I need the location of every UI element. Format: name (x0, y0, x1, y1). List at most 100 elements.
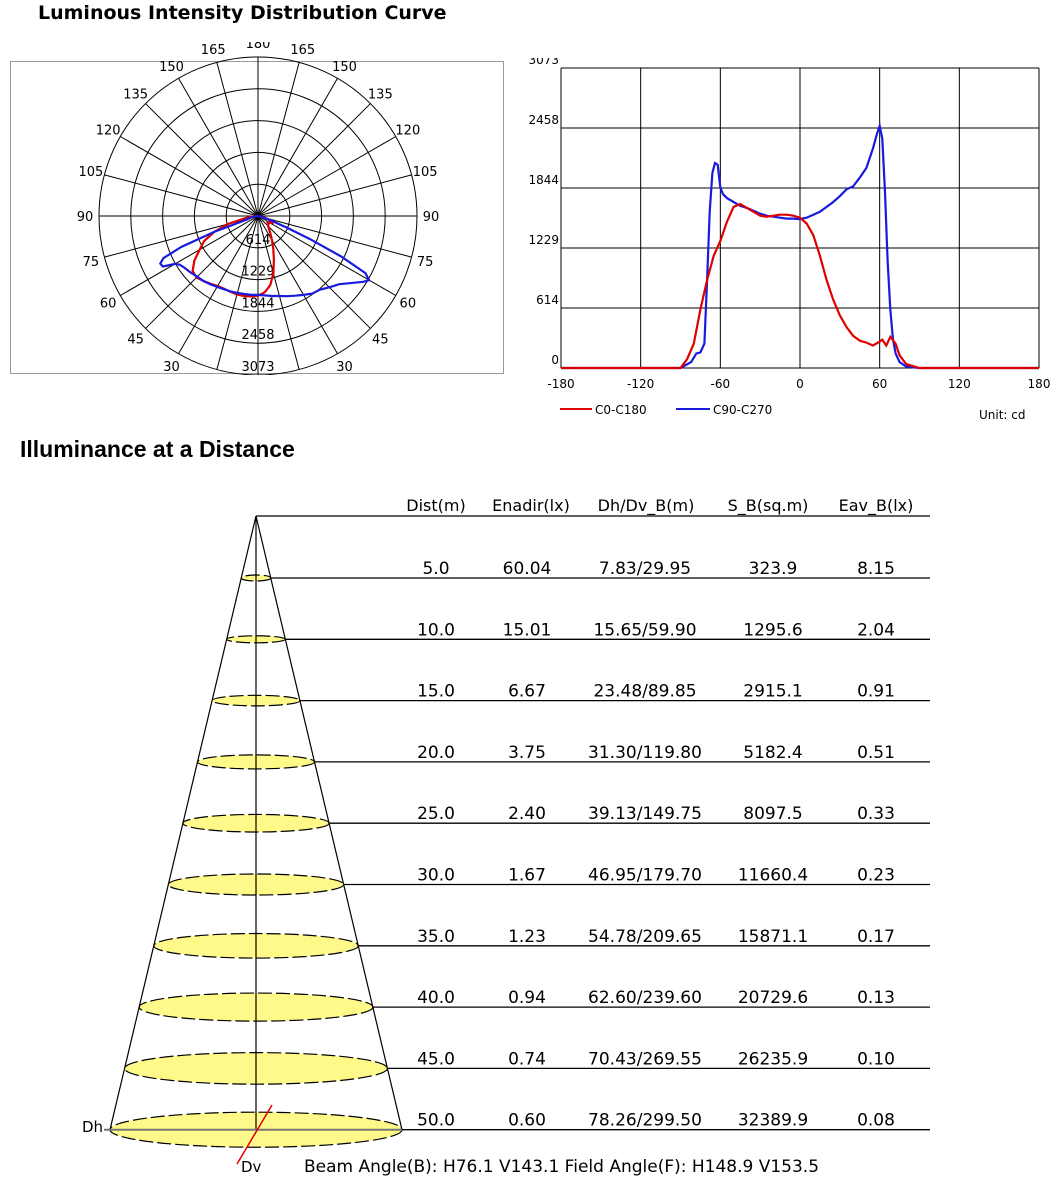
cart-x-tick: 60 (872, 377, 887, 391)
table-cell: 30.0 (417, 866, 455, 886)
polar-angle-label: 105 (78, 165, 103, 180)
polar-spoke (178, 78, 259, 217)
table-cell: 0.33 (857, 804, 895, 824)
table-cell: 0.23 (857, 866, 895, 886)
cart-series-c0 (561, 202, 1039, 370)
table-cell: 15871.1 (738, 927, 808, 947)
polar-angle-label: 165 (201, 43, 226, 58)
angle-footer: Beam Angle(B): H76.1 V143.1 Field Angle(… (304, 1157, 819, 1177)
polar-spoke (120, 136, 259, 217)
polar-radial-tick: 2458 (241, 328, 274, 343)
cart-y-tick: 2458 (528, 113, 559, 127)
cart-y-tick: 1229 (528, 233, 559, 247)
polar-angle-label: 105 (413, 165, 438, 180)
polar-spoke (257, 215, 371, 329)
table-cell: 0.08 (857, 1111, 895, 1131)
cartesian-chart: -180 -120 -60 0 60 120 180 0 614 1229 1844 2458 3073… (528, 58, 1051, 422)
table-cell: 8097.5 (743, 804, 802, 824)
polar-spoke (257, 103, 371, 217)
polar-spoke (178, 215, 259, 354)
polar-angle-label: 75 (417, 255, 434, 270)
table-cell: 2915.1 (743, 682, 802, 702)
lid-title: Luminous Intensity Distribution Curve (38, 2, 447, 24)
cart-y-tick: 3073 (528, 58, 559, 67)
table-header: S_B(sq.m) (728, 496, 809, 516)
table-cell: 60.04 (503, 559, 552, 579)
polar-angle-label: 45 (127, 332, 144, 347)
table-header: Dist(m) (406, 496, 465, 515)
polar-angle-label: 60 (100, 297, 117, 312)
polar-angle-label: 120 (96, 124, 121, 139)
table-cell: 8.15 (857, 559, 895, 579)
table-cell: 20729.6 (738, 988, 808, 1008)
cart-x-tick: 180 (1028, 377, 1051, 391)
polar-angle-label: 120 (395, 124, 420, 139)
polar-series-c90 (158, 214, 371, 298)
table-cell: 78.26/299.50 (588, 1111, 702, 1131)
dh-label: Dh (82, 1118, 103, 1136)
table-cell: 0.60 (508, 1111, 546, 1131)
polar-spoke (145, 103, 259, 217)
table-cell: 1.23 (508, 927, 546, 947)
table-header: Eav_B(lx) (839, 496, 914, 516)
table-cell: 0.13 (857, 988, 895, 1008)
table-cell: 6.67 (508, 682, 546, 702)
polar-spoke (145, 215, 259, 329)
polar-spoke (257, 174, 412, 217)
table-cell: 35.0 (417, 927, 455, 947)
table-cell: 0.17 (857, 927, 895, 947)
table-header: Enadir(lx) (492, 496, 570, 515)
polar-series-c0 (191, 214, 276, 298)
cart-x-tick: 120 (948, 377, 971, 391)
table-cell: 62.60/239.60 (588, 988, 702, 1008)
polar-spoke (257, 136, 396, 217)
table-cell: 0.91 (857, 682, 895, 702)
polar-angle-label: 165 (290, 43, 315, 58)
table-cell: 3.75 (508, 743, 546, 763)
polar-radial-tick: 1229 (241, 265, 274, 280)
table-cell: 31.30/119.80 (588, 743, 702, 763)
cone-edge-right (255, 515, 403, 1130)
illuminance-cone-table: 5.0 60.04 7.83/29.95 323.9 8.15 10.0 15.01 15.6… (82, 496, 930, 1177)
polar-spoke (257, 62, 300, 217)
table-cell: 26235.9 (738, 1049, 808, 1069)
table-cell: 25.0 (417, 804, 455, 824)
dv-marker (236, 1104, 273, 1165)
table-cell: 0.51 (857, 743, 895, 763)
unit-label: Unit: cd (979, 408, 1026, 422)
polar-angle-label: 135 (368, 88, 393, 103)
cart-series-c90 (561, 121, 1039, 370)
polar-angle-label: 150 (159, 60, 184, 75)
cone-edge-left (109, 515, 257, 1130)
legend-label-c0: C0-C180 (595, 403, 647, 417)
cart-y-tick: 0 (551, 353, 559, 367)
table-cell: 0.10 (857, 1049, 895, 1069)
table-cell: 0.74 (508, 1049, 546, 1069)
polar-radial-tick: 1844 (241, 296, 274, 311)
table-cell: 46.95/179.70 (588, 866, 702, 886)
table-cell: 32389.9 (738, 1111, 808, 1131)
cart-x-tick: -60 (711, 377, 731, 391)
polar-spoke (257, 78, 338, 217)
table-cell: 20.0 (417, 743, 455, 763)
polar-spoke (257, 215, 412, 258)
table-cell: 40.0 (417, 988, 455, 1008)
table-cell: 7.83/29.95 (599, 559, 691, 579)
table-cell: 1295.6 (743, 620, 802, 640)
table-cell: 39.13/149.75 (588, 804, 702, 824)
table-header: Dh/Dv_B(m) (598, 496, 695, 516)
polar-angle-label: 30 (336, 360, 353, 375)
polar-angle-label: 60 (400, 297, 417, 312)
polar-spoke (257, 215, 396, 296)
table-cell: 0.94 (508, 988, 546, 1008)
polar-angle-label: 90 (77, 210, 94, 225)
table-cell: 2.04 (857, 620, 895, 640)
legend-label-c90: C90-C270 (713, 403, 772, 417)
table-cell: 15.01 (503, 620, 552, 640)
cart-x-tick: -180 (547, 377, 574, 391)
polar-angle-label: 45 (372, 332, 389, 347)
polar-chart: 6141229184424583073015304560759010512013… (10, 42, 504, 375)
polar-angle-label: 135 (123, 88, 148, 103)
illuminance-title: Illuminance at a Distance (20, 436, 295, 462)
polar-spoke (216, 62, 259, 217)
